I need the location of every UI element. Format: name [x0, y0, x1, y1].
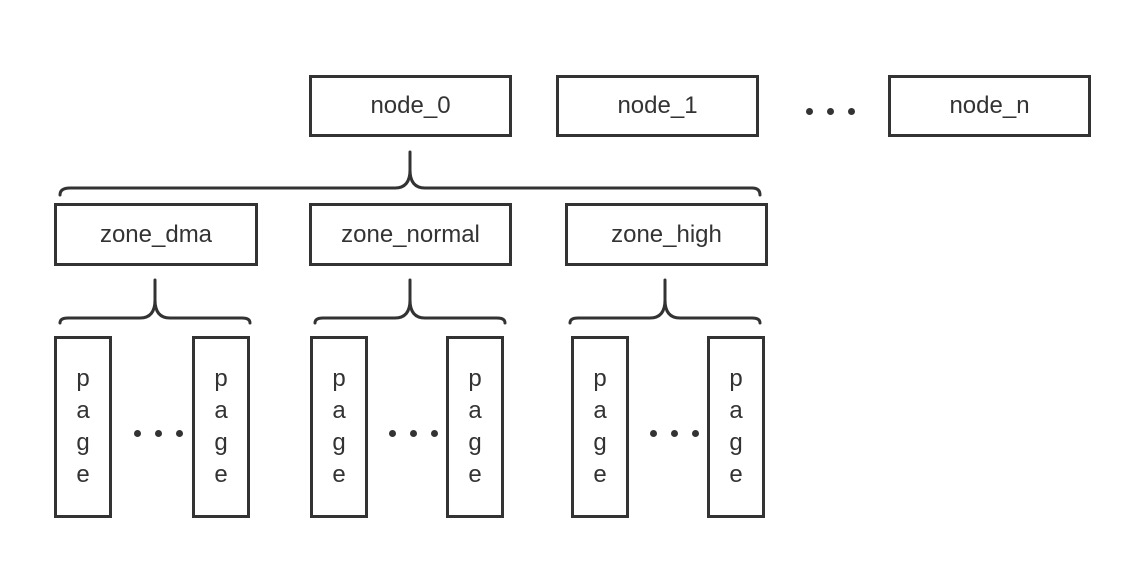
zone-dma-box: zone_dma [54, 203, 258, 266]
page-label-letter: e [593, 461, 607, 488]
node-ellipsis [806, 108, 855, 115]
ellipsis-dot [692, 430, 699, 437]
node-0-label: node_0 [370, 92, 451, 119]
zone-normal-brace [313, 278, 507, 325]
page-label-letter: e [729, 461, 743, 488]
ellipsis-dot [806, 108, 813, 115]
page-label-letter: g [468, 429, 482, 456]
zone-normal-box: zone_normal [309, 203, 512, 266]
zone-high-brace [568, 278, 762, 325]
zone-normal-label: zone_normal [341, 220, 480, 248]
zone-high-box: zone_high [565, 203, 768, 266]
node-1-box: node_1 [556, 75, 759, 137]
page-label-letter: a [76, 397, 90, 424]
ellipsis-dot [848, 108, 855, 115]
ellipsis-dot [155, 430, 162, 437]
ellipsis-dot [650, 430, 657, 437]
page-label-letter: a [729, 397, 743, 424]
node-brace [58, 150, 762, 197]
page-label-letter: p [214, 365, 228, 392]
ellipsis-dot [410, 430, 417, 437]
page-ellipsis [650, 430, 699, 437]
page-label-letter: a [332, 397, 346, 424]
ellipsis-dot [671, 430, 678, 437]
ellipsis-dot [176, 430, 183, 437]
page-label-letter: g [729, 429, 743, 456]
page-label-letter: p [332, 365, 346, 392]
zone-dma-label: zone_dma [99, 220, 213, 248]
ellipsis-dot [389, 430, 396, 437]
ellipsis-dot [431, 430, 438, 437]
zone-dma-brace [58, 278, 252, 325]
zone-high-label: zone_high [611, 220, 722, 248]
page-label-letter: e [468, 461, 482, 488]
page-label-letter: e [76, 461, 90, 488]
page-label-letter: a [593, 397, 607, 424]
page-label-letter: a [214, 397, 228, 424]
page-label-letter: a [468, 397, 482, 424]
node-0-box: node_0 [309, 75, 512, 137]
node-1-label: node_1 [617, 92, 698, 119]
page-ellipsis [134, 430, 183, 437]
page-label-letter: e [332, 461, 346, 488]
page-label-letter: g [332, 429, 346, 456]
node-n-box: node_n [888, 75, 1091, 137]
page-label-letter: g [214, 429, 228, 456]
page-ellipsis [389, 430, 438, 437]
page-label-letter: g [593, 429, 607, 456]
page-label-letter: p [468, 365, 482, 392]
node-n-label: node_n [949, 92, 1030, 119]
page-label-letter: p [593, 365, 607, 392]
page-label-letter: p [729, 365, 743, 392]
ellipsis-dot [827, 108, 834, 115]
page-label-letter: p [76, 365, 90, 392]
ellipsis-dot [134, 430, 141, 437]
page-label-letter: g [76, 429, 90, 456]
page-label-letter: e [214, 461, 228, 488]
